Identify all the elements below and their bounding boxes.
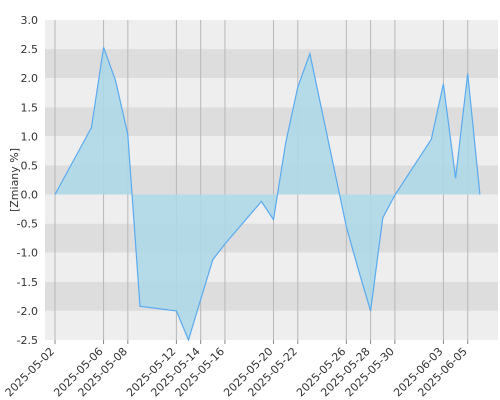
grid-band (45, 49, 498, 79)
series-line (54, 47, 481, 342)
data-point (224, 243, 226, 245)
data-point (114, 80, 116, 82)
data-point (175, 310, 177, 312)
y-tick-label: 0.5 (21, 159, 39, 172)
data-point (357, 269, 359, 271)
y-tick-label: -2.0 (17, 305, 38, 318)
y-tick-label: 1.5 (21, 101, 39, 114)
y-tick-label: -1.0 (17, 247, 38, 260)
data-point (102, 46, 104, 48)
y-tick-label: 2.0 (21, 72, 39, 85)
data-point (454, 177, 456, 179)
data-point (54, 193, 56, 195)
grid-band (45, 252, 498, 282)
data-point (479, 193, 481, 195)
data-point (442, 83, 444, 85)
data-point (297, 86, 299, 88)
data-point (90, 126, 92, 128)
y-tick-label: 0.0 (21, 189, 39, 202)
data-point (199, 298, 201, 300)
grid-band (45, 223, 498, 253)
y-axis-ticks: 3.0 2.5 2.0 1.5 1.0 0.5 0.0 -0.5 -1.0 -1.5 -2.0 -2.… (17, 14, 38, 347)
x-tick-label: 2025-05-02 (3, 345, 57, 399)
data-point (139, 305, 141, 307)
grid-band (45, 20, 498, 50)
y-tick-label: 3.0 (21, 14, 39, 27)
y-tick-label: -1.5 (17, 276, 38, 289)
y-tick-label: 2.5 (21, 43, 39, 56)
data-point (127, 133, 129, 135)
data-point (284, 142, 286, 144)
data-point (212, 259, 214, 261)
y-axis-label: [Zmiany %] (8, 148, 21, 212)
y-tick-label: -0.5 (17, 218, 38, 231)
grid-band (45, 281, 498, 311)
grid-band (45, 310, 498, 340)
data-point (260, 200, 262, 202)
y-tick-label: 1.0 (21, 130, 39, 143)
y-tick-label: -2.5 (17, 334, 38, 347)
data-point (309, 53, 311, 55)
data-point (345, 225, 347, 227)
data-point (382, 217, 384, 219)
data-point (369, 310, 371, 312)
data-point (187, 339, 189, 341)
data-point (272, 218, 274, 220)
x-axis-ticks: 2025-05-022025-05-062025-05-082025-05-12… (3, 340, 470, 399)
data-point (430, 138, 432, 140)
area-series (54, 46, 481, 342)
area-fill (55, 47, 480, 341)
data-point (394, 194, 396, 196)
data-point (467, 72, 469, 74)
